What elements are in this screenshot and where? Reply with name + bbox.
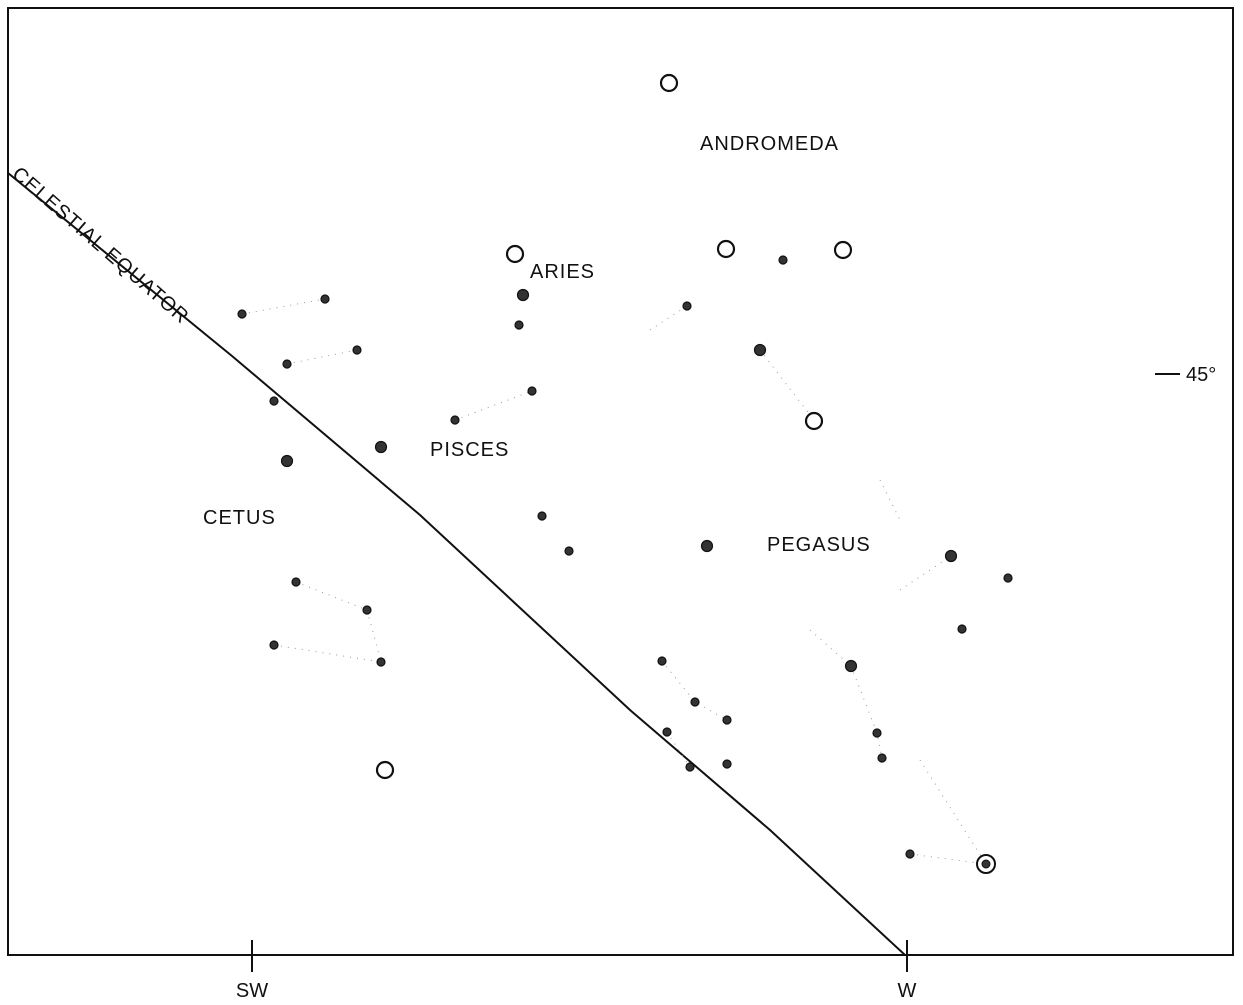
celestial-equator-line [7,172,906,956]
faint-star [657,656,667,666]
altitude-tick-label: 45° [1186,364,1216,386]
bright-star [716,239,736,259]
faint-star [450,415,460,425]
medium-star [944,549,958,563]
medium-star [700,539,714,553]
faint-star [690,697,700,707]
label-aries: ARIES [530,261,595,283]
faint-star [872,728,882,738]
faint-star [778,255,788,265]
medium-star [753,343,767,357]
faint-star [269,396,279,406]
label-pisces: PISCES [430,439,509,461]
faint-star [537,511,547,521]
faint-star [320,294,330,304]
faint-star [269,640,279,650]
faint-star [905,849,915,859]
faint-star [662,727,672,737]
medium-star [374,440,388,454]
constellation-traces [241,298,987,865]
faint-star [527,386,537,396]
ringed-star [976,854,996,874]
faint-star [362,605,372,615]
tick-sw-label: SW [236,980,268,1002]
faint-star [514,320,524,330]
label-pegasus: PEGASUS [767,534,871,556]
faint-star [564,546,574,556]
faint-star [722,759,732,769]
faint-star [1003,573,1013,583]
faint-star [957,624,967,634]
chart-frame [7,7,1234,956]
faint-star [291,577,301,587]
celestial-equator-label: CELESTIAL EQUATOR [8,163,193,329]
medium-star [844,659,858,673]
faint-star [376,657,386,667]
medium-star [516,288,530,302]
faint-star [685,762,695,772]
medium-star [280,454,294,468]
stars [237,73,1013,874]
tick-w-label: W [898,980,917,1002]
label-cetus: CETUS [203,507,276,529]
bright-star [505,244,525,264]
bright-star [833,240,853,260]
faint-star [352,345,362,355]
bright-star [804,411,824,431]
bright-star [375,760,395,780]
bright-star [659,73,679,93]
faint-star [282,359,292,369]
faint-star [237,309,247,319]
faint-star [682,301,692,311]
label-andromeda: ANDROMEDA [700,133,839,155]
faint-star [877,753,887,763]
faint-star [722,715,732,725]
